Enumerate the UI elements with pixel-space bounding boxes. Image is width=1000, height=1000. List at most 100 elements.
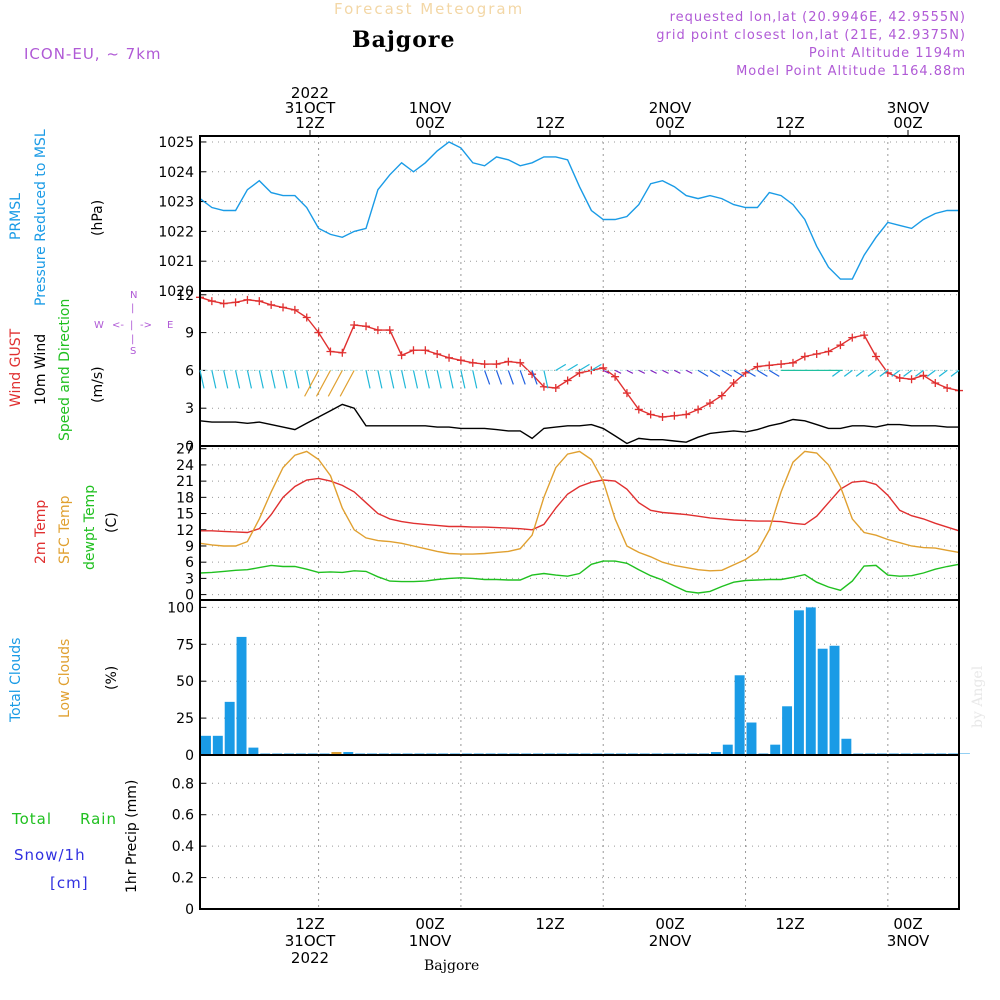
y-tick-label: 27 <box>176 442 194 458</box>
pressure-panel: 1020 1021 1022 1023 1024 1025 <box>158 135 960 300</box>
model-label: ICON-EU, ~ 7km <box>24 45 162 63</box>
10m-wind-line <box>199 403 959 445</box>
wind-gust-line <box>199 296 960 418</box>
gust-marker <box>871 352 880 361</box>
wind-arrow <box>436 370 442 389</box>
gust-marker <box>705 399 714 408</box>
gust-marker <box>717 391 726 400</box>
gust-marker <box>219 299 228 308</box>
cloud-bar <box>817 648 828 754</box>
panel-frame <box>199 599 960 756</box>
y-tick-label: 0 <box>185 748 194 764</box>
wind-arrow <box>472 370 478 389</box>
wind-arrow <box>315 370 331 397</box>
wind-arrow <box>697 369 709 377</box>
y-tick-label: 3 <box>185 401 194 417</box>
top-axis-label: 12Z <box>295 114 324 132</box>
panel-frame <box>199 135 960 292</box>
wind-arrow <box>867 369 877 377</box>
gust-marker <box>516 358 525 367</box>
wind-arrow <box>745 369 756 377</box>
bottom-axis-label: 00Z <box>655 915 684 933</box>
y-tick-label: 0 <box>185 902 194 918</box>
y-tick-label: 0 <box>185 439 194 455</box>
wind-arrow <box>339 370 355 397</box>
wind-arrow <box>567 363 578 371</box>
location-title: Bajgore <box>352 27 456 53</box>
y-tick-label: 9 <box>185 539 194 555</box>
y-tick-label: 15 <box>176 507 194 523</box>
point-altitude: Point Altitude 1194m <box>808 46 966 61</box>
total-rain-label-total: Total <box>12 810 53 828</box>
y-tick-label: 12 <box>176 288 194 304</box>
gust-marker <box>824 347 833 356</box>
wind-arrow <box>650 369 657 374</box>
wind-arrow <box>757 369 768 377</box>
wind-arrow <box>832 369 841 377</box>
snow-unit: [cm] <box>50 874 89 892</box>
top-axis-label: 3NOV <box>887 99 930 117</box>
top-axis-label: 00Z <box>893 114 922 132</box>
gust-marker <box>694 405 703 414</box>
gust-marker <box>385 326 394 335</box>
gust-marker <box>255 297 264 306</box>
cloud-bar <box>212 735 223 754</box>
wind-arrow <box>602 369 610 374</box>
compass-w: W <box>94 320 104 331</box>
cloud-bar <box>710 752 721 754</box>
y-tick-label: 24 <box>176 458 194 474</box>
gust-marker <box>456 356 465 365</box>
cloud-bar <box>331 752 342 754</box>
bottom-axis-label: 2022 <box>291 949 329 967</box>
wind-arrow <box>685 369 693 374</box>
wind-arrow <box>721 369 733 377</box>
wind-arrow <box>294 370 300 389</box>
y-tick-label: 1020 <box>158 284 194 300</box>
wind-arrow <box>950 369 960 377</box>
wind-arrow <box>246 370 253 389</box>
gust-marker <box>931 378 940 387</box>
gust-marker <box>267 300 276 309</box>
dewpt-temp-line <box>199 560 960 594</box>
gust-marker <box>729 378 738 387</box>
gust-marker <box>860 331 869 340</box>
y-tick-label: 9 <box>185 326 194 342</box>
total-rain-label-rain: Rain <box>80 810 117 828</box>
bottom-axis-label: 1NOV <box>409 932 452 950</box>
y-tick-label: 18 <box>176 490 194 506</box>
wind-arrow <box>938 369 948 377</box>
compass-s: S <box>130 346 137 357</box>
gust-marker <box>279 303 288 312</box>
wind-arrow <box>401 370 407 389</box>
wind-arrow <box>733 369 744 377</box>
gust-marker <box>302 313 311 322</box>
y-tick-label: 25 <box>176 711 194 727</box>
gust-marker <box>326 347 335 356</box>
bottom-axis-label: 3NOV <box>887 932 930 950</box>
cloud-bar <box>224 701 235 754</box>
wind-arrow <box>638 369 646 374</box>
wind-arrow <box>495 370 503 385</box>
requested-coords: requested lon,lat (20.9946E, 42.9555N) <box>669 10 966 25</box>
wind-arrow <box>768 369 780 377</box>
top-axis-label: 2022 <box>291 84 329 102</box>
wind-arrow <box>614 369 622 374</box>
gust-marker <box>682 410 691 419</box>
bottom-axis-label: 2NOV <box>649 932 692 950</box>
gust-marker <box>919 371 928 380</box>
gust-marker <box>943 384 952 393</box>
gust-marker <box>373 326 382 335</box>
top-axis-label: 31OCT <box>285 99 336 117</box>
gust-marker <box>812 350 821 359</box>
wind-arrow <box>412 370 419 389</box>
wind-arrow <box>365 370 371 389</box>
gust-marker <box>445 353 454 362</box>
y-tick-label: 12 <box>176 523 194 539</box>
wind-arrow <box>579 363 590 371</box>
gust-marker <box>563 376 572 385</box>
wind-arrow <box>270 370 276 389</box>
top-axis-label: 00Z <box>655 114 684 132</box>
gust-marker <box>670 411 679 420</box>
panel-frame <box>199 290 960 447</box>
